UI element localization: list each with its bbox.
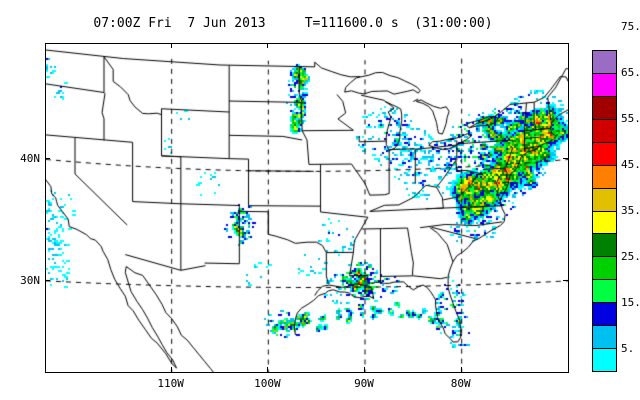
colorbar-band	[593, 349, 616, 371]
x-axis-tick	[170, 43, 172, 48]
colorbar-band	[593, 303, 616, 327]
colorbar-band	[593, 142, 616, 166]
map-plot-frame	[45, 43, 569, 373]
colorbar-tick-label: 25.	[621, 250, 640, 263]
x-axis-tick	[364, 367, 365, 372]
colorbar-band	[593, 96, 616, 120]
colorbar-band	[593, 257, 616, 281]
x-axis-tick-label: 80W	[450, 377, 471, 390]
colorbar-band	[593, 165, 616, 189]
x-axis-tick-label: 100W	[254, 377, 281, 390]
radar-reflectivity-map	[46, 44, 568, 372]
colorbar	[592, 50, 617, 372]
colorbar-labels: 75. 65. 55. 45. 35. 25. 15. 5.	[619, 21, 640, 372]
colorbar-band	[593, 280, 616, 304]
x-axis-tick-label: 110W	[157, 377, 184, 390]
colorbar-tick-label: 45.	[621, 158, 640, 171]
colorbar-tick-label: 5.	[621, 342, 635, 355]
y-axis-tick	[45, 158, 50, 160]
y-axis-tick	[563, 158, 568, 160]
colorbar-tick-label: 35.	[621, 204, 640, 217]
colorbar-band	[593, 234, 616, 258]
colorbar-band	[593, 326, 616, 350]
colorbar-band	[593, 74, 616, 97]
colorbar-band	[593, 119, 616, 143]
colorbar-tick-label: 75.	[621, 20, 640, 33]
y-axis-tick	[563, 279, 568, 281]
x-axis-tick	[267, 43, 269, 48]
x-axis-tick	[364, 43, 365, 48]
y-axis-tick-label: 40N	[20, 152, 40, 166]
y-axis-tick	[45, 279, 50, 281]
colorbar-band	[593, 211, 616, 235]
colorbar-band	[593, 188, 616, 212]
y-axis-tick-label: 30N	[20, 273, 40, 287]
colorbar-tick-label: 15.	[621, 296, 640, 309]
colorbar-tick-label: 65.	[621, 66, 640, 79]
plot-title: 07:00Z Fri 7 Jun 2013 T=111600.0 s (31:0…	[93, 16, 493, 31]
x-axis-tick	[170, 367, 172, 372]
colorbar-tick-label: 55.	[621, 112, 640, 125]
x-axis-tick	[460, 43, 462, 48]
x-axis-tick	[460, 367, 462, 372]
x-axis-tick-label: 90W	[354, 377, 374, 390]
x-axis-tick	[267, 367, 269, 372]
colorbar-band	[593, 51, 616, 75]
